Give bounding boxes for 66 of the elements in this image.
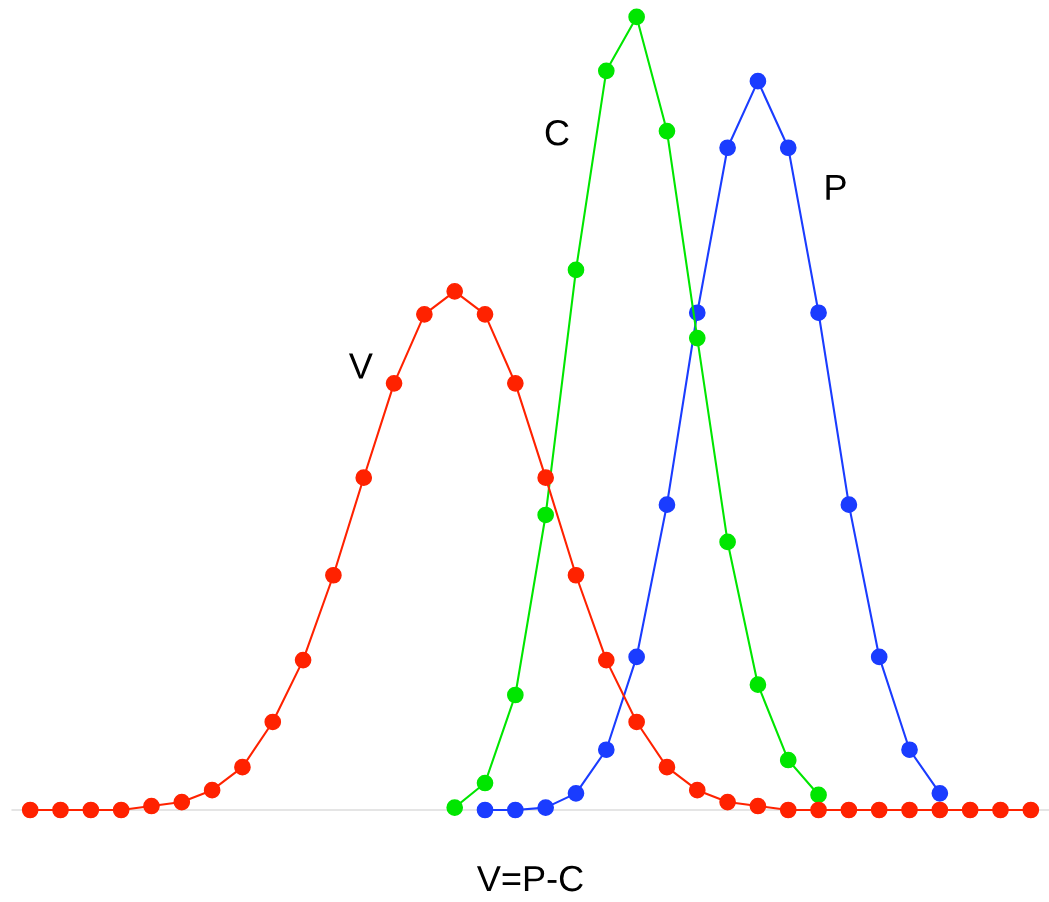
series-label: C [545,119,569,146]
point [779,751,797,769]
point [779,139,797,157]
point [840,496,858,513]
point [810,786,827,804]
point [173,793,191,811]
point [294,651,312,669]
point [597,741,615,759]
point [961,801,979,819]
point [203,781,221,799]
point [628,648,645,666]
point [749,676,767,694]
point [355,469,373,487]
point [840,801,858,819]
point [688,781,706,799]
point [567,785,585,802]
point [476,305,494,323]
point [719,139,736,157]
point [749,797,767,815]
point [537,506,554,524]
point [567,566,585,584]
point [82,801,100,819]
point [385,374,403,392]
point [658,496,676,513]
point [446,282,464,300]
point [416,305,433,323]
series-label: P [826,174,846,200]
point [779,801,797,819]
point [719,533,736,551]
point [658,758,676,776]
point [21,801,39,819]
point [325,566,342,584]
point [264,713,282,731]
point [1022,801,1040,819]
point [870,801,888,819]
point [901,741,918,759]
point [597,62,615,80]
point [537,469,554,487]
point [749,72,767,90]
point [931,785,949,802]
x-axis-title: V=P-C [476,865,583,892]
point [507,686,524,704]
point [476,801,494,819]
point [719,793,736,811]
point [870,648,888,666]
point [658,122,676,140]
point [507,801,524,819]
point [810,304,827,322]
point [112,801,130,819]
point [507,374,524,392]
point [52,801,69,819]
point [628,8,645,26]
point [901,801,918,819]
point [234,758,251,776]
point [143,797,160,815]
point [567,261,585,279]
point [628,713,645,731]
point [931,801,949,819]
point [476,774,494,792]
series-label: V [348,353,373,379]
point [810,801,827,819]
point [537,799,554,816]
point [597,651,615,669]
point [446,799,464,816]
point [688,329,706,347]
point [992,801,1009,819]
